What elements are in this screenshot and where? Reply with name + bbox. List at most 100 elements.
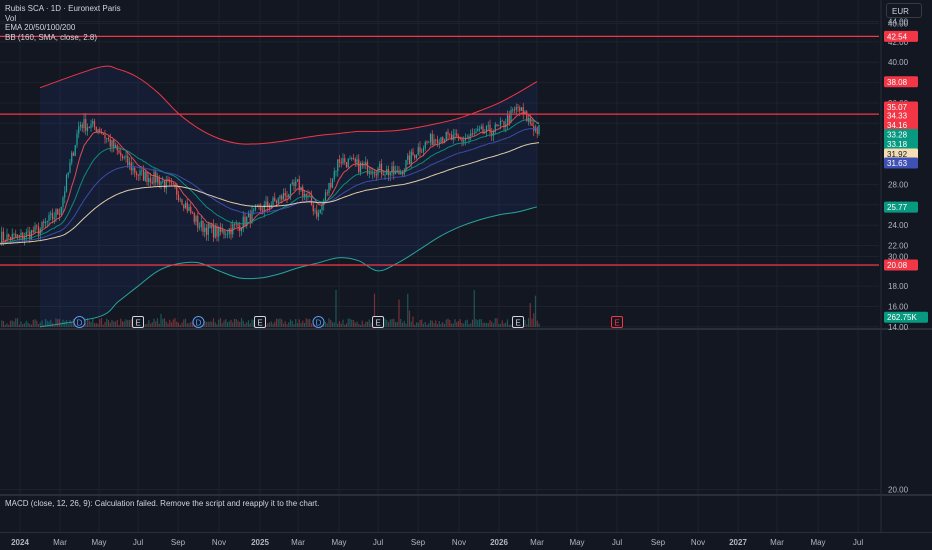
candle-body bbox=[289, 183, 292, 195]
earnings-marker[interactable]: E bbox=[372, 316, 384, 328]
volume-bar bbox=[121, 321, 124, 327]
volume-bar bbox=[25, 320, 27, 327]
candle-body bbox=[400, 171, 402, 175]
pane2-tick-label: 40.00 bbox=[888, 20, 909, 29]
price-badge: 262.75K bbox=[884, 311, 928, 323]
candle-body bbox=[354, 158, 356, 163]
candle-body bbox=[534, 127, 537, 131]
candle-body bbox=[15, 233, 17, 237]
dividend-marker[interactable]: D bbox=[312, 316, 325, 328]
candle-body bbox=[267, 201, 269, 208]
vol-indicator-label[interactable]: Vol bbox=[5, 13, 17, 23]
volume-bar bbox=[498, 323, 500, 327]
candle-body bbox=[302, 186, 304, 197]
bb-indicator-label[interactable]: BB (160, SMA, close, 2.8) bbox=[5, 32, 98, 42]
pane2-tick-label: 20.00 bbox=[888, 486, 909, 495]
ema-20-line bbox=[0, 112, 540, 245]
volume-bar bbox=[67, 323, 69, 327]
volume-bar bbox=[228, 321, 230, 327]
volume-bar bbox=[221, 323, 223, 327]
volume-bar bbox=[433, 323, 435, 327]
volume-bar bbox=[349, 318, 351, 327]
volume-bar bbox=[410, 321, 412, 327]
candle-body bbox=[519, 107, 521, 111]
candle-body bbox=[127, 155, 129, 165]
volume-bar bbox=[485, 322, 488, 327]
candle-body bbox=[522, 107, 524, 114]
bollinger-upper-line bbox=[39, 65, 538, 145]
candle-body bbox=[22, 232, 24, 240]
candle-body bbox=[218, 226, 220, 237]
volume-bar bbox=[123, 321, 125, 327]
dividend-marker[interactable]: D bbox=[73, 316, 86, 328]
ema-indicator-label[interactable]: EMA 20/50/100/200 bbox=[5, 23, 76, 32]
candle-body bbox=[114, 145, 117, 149]
candle-body bbox=[286, 195, 288, 198]
earnings-marker[interactable]: E bbox=[611, 316, 623, 328]
candle-body bbox=[326, 192, 328, 194]
candle-body bbox=[491, 132, 493, 136]
volume-bar bbox=[457, 321, 460, 327]
volume-bar bbox=[191, 321, 194, 327]
candle-body bbox=[349, 158, 351, 160]
volume-bar bbox=[223, 320, 225, 327]
candle-body bbox=[433, 139, 435, 146]
time-tick-label: 2025 bbox=[251, 538, 269, 547]
candle-body bbox=[153, 171, 155, 184]
volume-bar bbox=[352, 319, 355, 327]
candle-body bbox=[226, 233, 229, 235]
volume-bar bbox=[335, 290, 337, 327]
candle-body bbox=[480, 126, 482, 129]
candle-body bbox=[190, 206, 192, 213]
candle-body bbox=[344, 158, 346, 162]
earnings-letter: E bbox=[375, 318, 380, 327]
candle-body bbox=[95, 127, 97, 133]
candle-body bbox=[489, 124, 491, 133]
volume-bar bbox=[471, 319, 474, 327]
volume-bar bbox=[368, 319, 370, 327]
price-tick-label: 14.00 bbox=[888, 323, 909, 332]
candle-body bbox=[48, 215, 50, 222]
volume-bar bbox=[534, 295, 537, 327]
volume-bar bbox=[296, 323, 299, 327]
volume-bar bbox=[449, 319, 451, 327]
candle-body bbox=[212, 224, 215, 238]
earnings-marker[interactable]: E bbox=[254, 316, 266, 328]
earnings-marker[interactable]: E bbox=[512, 316, 524, 328]
candle-body bbox=[408, 155, 411, 165]
volume-bar bbox=[401, 322, 404, 327]
currency-button[interactable]: EUR bbox=[886, 3, 922, 18]
candle-body bbox=[170, 181, 173, 184]
symbol-title[interactable]: Rubis SCA · 1D · Euronext Paris bbox=[5, 4, 121, 13]
price-badge-bg bbox=[884, 30, 918, 42]
volume-bar bbox=[295, 318, 297, 327]
volume-bar bbox=[354, 322, 356, 327]
candle-body bbox=[71, 152, 73, 163]
candle-body bbox=[158, 177, 160, 185]
volume-bar bbox=[333, 322, 335, 327]
price-tick-label: 16.00 bbox=[888, 303, 909, 312]
candle-body bbox=[244, 216, 246, 226]
candle-body bbox=[209, 223, 211, 228]
price-badge-bg bbox=[884, 119, 918, 131]
candle-body bbox=[36, 225, 38, 227]
volume-bar bbox=[414, 324, 416, 327]
volume-bar bbox=[428, 323, 430, 327]
volume-bar bbox=[239, 322, 241, 327]
earnings-marker[interactable]: E bbox=[132, 316, 144, 328]
volume-bar bbox=[172, 319, 174, 327]
candle-body bbox=[436, 139, 439, 143]
price-badge-label: 25.77 bbox=[887, 203, 908, 212]
volume-bar bbox=[405, 323, 407, 327]
candle-body bbox=[281, 195, 283, 200]
candle-body bbox=[421, 151, 423, 153]
candle-body bbox=[536, 127, 538, 134]
volume-bar bbox=[71, 322, 73, 327]
dividend-letter: D bbox=[316, 318, 322, 327]
candle-body bbox=[345, 161, 348, 168]
candle-body bbox=[487, 124, 489, 126]
dividend-marker[interactable]: D bbox=[192, 316, 205, 328]
volume-bar bbox=[281, 319, 283, 327]
candle-body bbox=[163, 181, 166, 189]
